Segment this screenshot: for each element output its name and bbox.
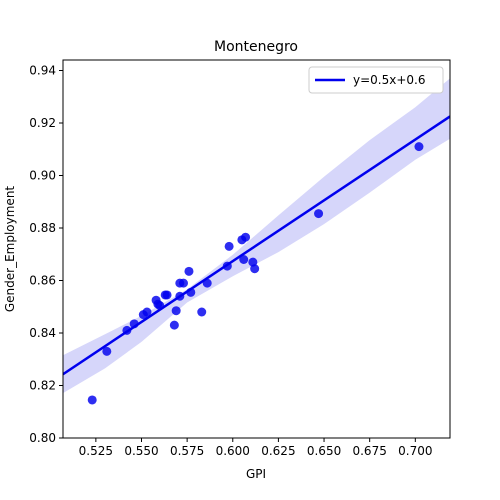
data-point xyxy=(197,307,207,317)
data-point xyxy=(102,346,112,356)
data-point xyxy=(186,287,196,297)
data-point xyxy=(224,241,234,251)
y-tick-label: 0.80 xyxy=(29,431,56,445)
data-point xyxy=(122,325,132,335)
y-tick-label: 0.92 xyxy=(29,116,56,130)
data-point xyxy=(169,320,179,330)
chart-title: Montenegro xyxy=(214,39,298,55)
data-point xyxy=(222,261,232,271)
x-tick-label: 0.650 xyxy=(307,444,341,458)
x-axis-label: GPI xyxy=(246,467,266,481)
legend-label: y=0.5x+0.6 xyxy=(353,73,425,87)
x-tick-label: 0.700 xyxy=(398,444,432,458)
data-point xyxy=(178,278,188,288)
x-tick-label: 0.575 xyxy=(170,444,204,458)
data-point xyxy=(162,290,172,300)
scatter-points xyxy=(87,142,424,405)
data-point xyxy=(241,232,251,242)
x-tick-label: 0.525 xyxy=(79,444,113,458)
data-point xyxy=(155,300,165,310)
x-tick-label: 0.550 xyxy=(124,444,158,458)
x-tick-label: 0.625 xyxy=(261,444,295,458)
plot-area xyxy=(63,78,450,405)
y-tick-label: 0.86 xyxy=(29,274,56,288)
y-tick-label: 0.90 xyxy=(29,169,56,183)
y-axis: 0.80 0.82 0.84 0.86 0.88 0.90 0.92 0.94 xyxy=(29,64,63,445)
data-point xyxy=(250,264,260,274)
y-tick-label: 0.82 xyxy=(29,379,56,393)
y-axis-label: Gender_Employment xyxy=(3,186,17,313)
legend: y=0.5x+0.6 xyxy=(308,66,444,94)
y-tick-label: 0.84 xyxy=(29,326,56,340)
y-tick-label: 0.88 xyxy=(29,221,56,235)
data-point xyxy=(175,291,185,301)
y-tick-label: 0.94 xyxy=(29,64,56,78)
data-point xyxy=(142,307,152,317)
x-tick-label: 0.675 xyxy=(352,444,386,458)
data-point xyxy=(202,278,212,288)
confidence-band xyxy=(63,78,450,394)
data-point xyxy=(87,395,97,405)
data-point xyxy=(314,209,324,219)
data-point xyxy=(171,306,181,316)
data-point xyxy=(184,266,194,276)
legend-box xyxy=(308,66,444,94)
plot-frame xyxy=(62,59,451,439)
data-point xyxy=(239,255,249,264)
x-axis: 0.525 0.550 0.575 0.600 0.625 0.650 0.675 0.700 xyxy=(79,438,432,458)
data-point xyxy=(414,142,424,152)
x-tick-label: 0.600 xyxy=(216,444,250,458)
data-point xyxy=(129,319,139,329)
